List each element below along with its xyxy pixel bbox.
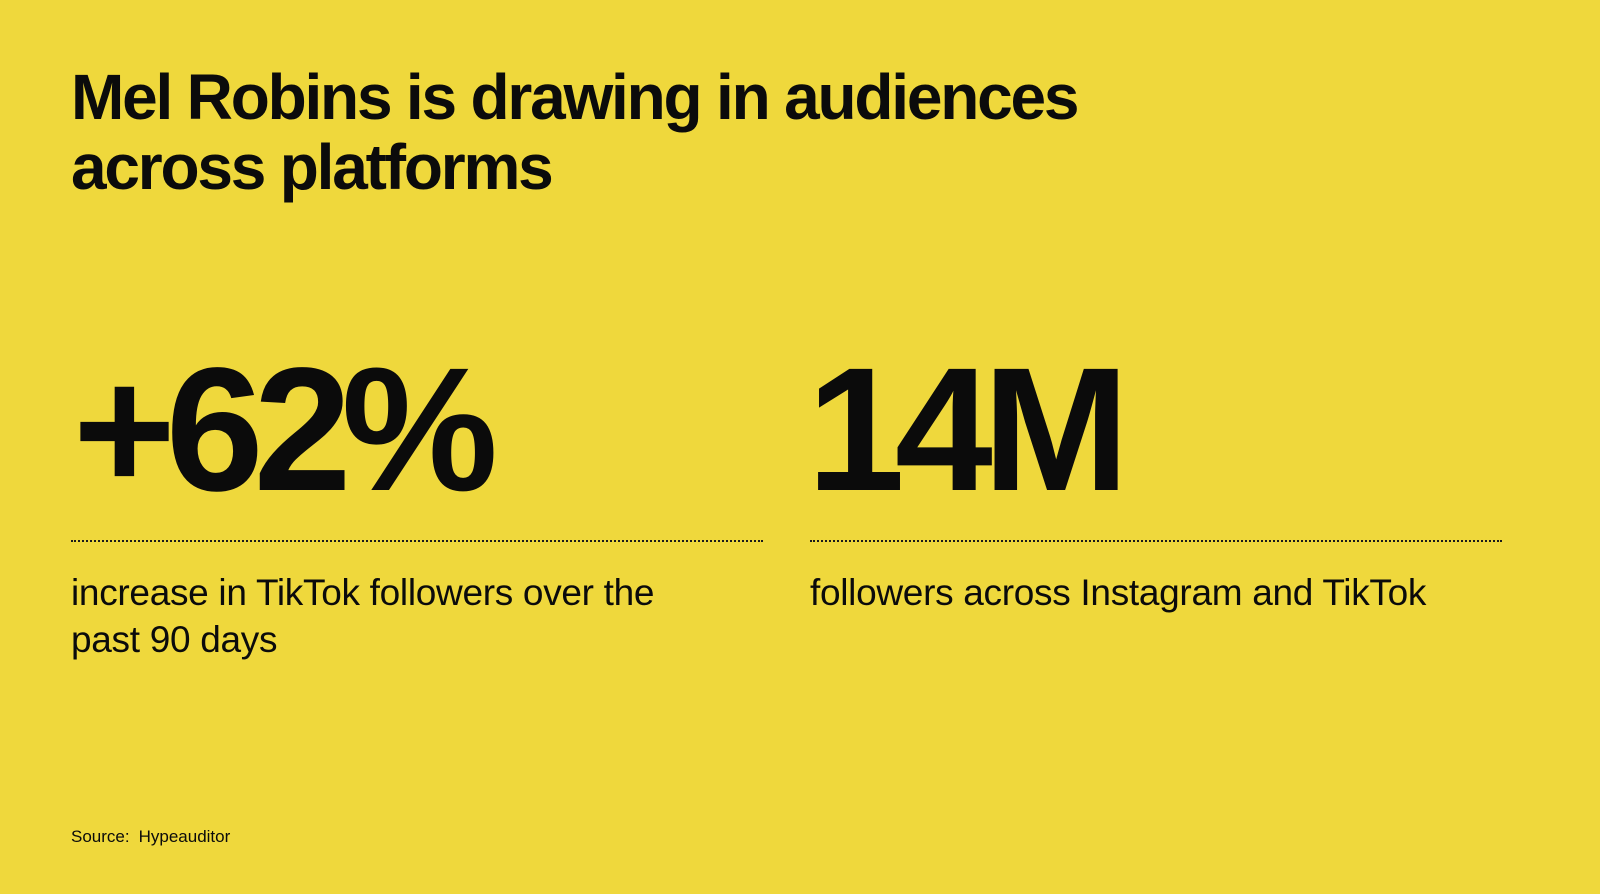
dotted-divider	[71, 540, 763, 542]
source-note: Source: Hypeauditor	[71, 826, 230, 848]
page-title: Mel Robins is drawing in audiences acros…	[71, 61, 1079, 203]
stat-tiktok-growth: +62% increase in TikTok followers over t…	[71, 340, 763, 663]
stat-total-followers: 14M followers across Instagram and TikTo…	[807, 332, 1502, 616]
dotted-divider	[810, 540, 1502, 542]
stat-value: 14M	[807, 332, 1129, 528]
stat-description: followers across Instagram and TikTok	[810, 572, 1427, 613]
stat-value: +62%	[73, 332, 498, 528]
source-label: Source:	[71, 827, 130, 846]
stat-description: increase in TikTok followers over the pa…	[71, 572, 655, 660]
source-value: Hypeauditor	[138, 827, 231, 846]
